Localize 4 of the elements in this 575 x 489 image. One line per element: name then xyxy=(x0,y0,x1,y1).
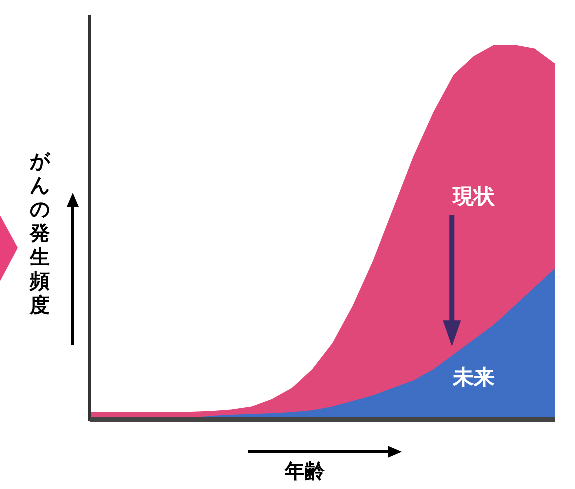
y-axis-title: がんの発生頻度 xyxy=(29,149,51,317)
series-label: 未来 xyxy=(452,366,496,390)
series-label: 現状 xyxy=(452,184,496,209)
x-axis-title: 年齢 xyxy=(284,459,326,483)
